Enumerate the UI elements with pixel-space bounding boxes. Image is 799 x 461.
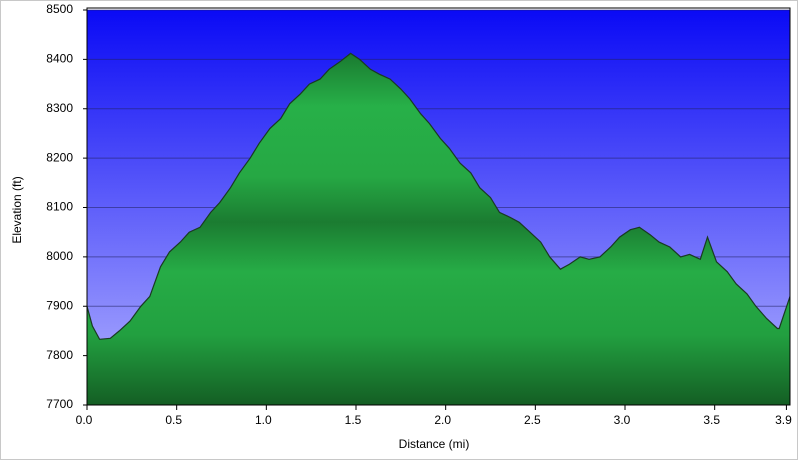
x-tick-label: 3.0 [614,413,631,427]
y-tick-label: 8200 [46,150,73,164]
y-tick-label: 8300 [46,101,73,115]
x-tick-label: 0.5 [165,413,182,427]
y-tick-label: 8100 [46,200,73,214]
y-tick-label: 7700 [46,397,73,411]
x-tick-label: 1.5 [345,413,362,427]
elevation-area [87,53,790,406]
y-tick-label: 8400 [46,52,73,66]
x-tick-label: 3.5 [703,413,720,427]
y-tick-label: 8000 [46,249,73,263]
y-axis-label: Elevation (ft) [10,176,24,243]
x-tick-label: 3.9 [775,413,792,427]
plot-border [86,7,791,406]
y-tick-label: 7900 [46,298,73,312]
y-tick-label: 8500 [46,2,73,16]
y-tick-label: 7800 [46,348,73,362]
x-tick-label: 1.0 [255,413,272,427]
x-tick-label: 2.5 [524,413,541,427]
elevation-line [86,52,791,340]
x-axis-label: Distance (mi) [399,437,470,451]
x-tick-label: 0.0 [76,413,93,427]
x-tick-label: 2.0 [434,413,451,427]
